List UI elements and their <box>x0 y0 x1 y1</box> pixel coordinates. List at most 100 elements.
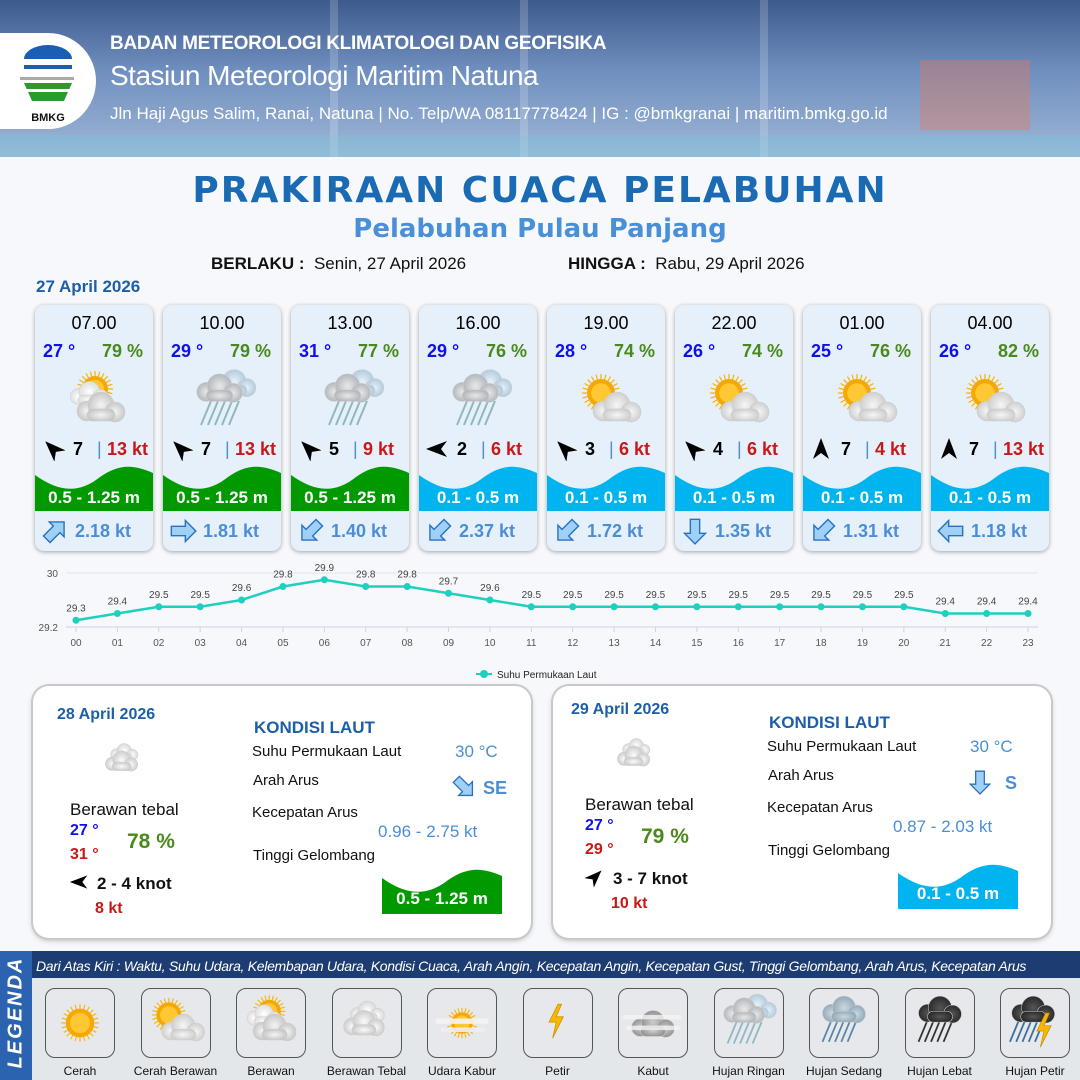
current-direction-icon <box>937 517 965 550</box>
udara-kabur-icon <box>427 988 497 1058</box>
data-label: 29.4 <box>977 597 997 608</box>
today-date: 27 April 2026 <box>36 277 141 296</box>
current-direction-icon <box>425 517 453 550</box>
data-point <box>900 603 908 611</box>
wind-info: 7 | 13 kt <box>937 437 1047 461</box>
bmkg-logo: BMKG <box>0 33 96 129</box>
x-tick-label: 07 <box>360 638 372 649</box>
forecast-card-13.00: 13.00 31 ° 77 % 5 | 9 kt 0.5 - 1.25 m 1.40… <box>291 305 409 551</box>
valid-from: BERLAKU : Senin, 27 April 2026 <box>211 254 467 273</box>
x-tick-label: 19 <box>857 638 869 649</box>
wave-height: 0.5 - 1.25 m <box>396 889 488 908</box>
gust-speed: 6 kt <box>491 439 523 459</box>
header-banner <box>0 0 1080 157</box>
data-point <box>238 596 246 604</box>
legend-label: Suhu Permukaan Laut <box>497 670 597 681</box>
x-tick-label: 05 <box>277 638 289 649</box>
data-label: 29.6 <box>232 583 252 594</box>
data-label: 29.5 <box>646 590 666 601</box>
wave-height-label: Tinggi Gelombang <box>768 842 891 859</box>
data-label: 29.7 <box>439 576 459 587</box>
wind-info: 3 | 6 kt <box>553 437 663 462</box>
station-name: Stasiun Meteorologi Maritim Natuna <box>110 60 539 91</box>
legend-item-label: Cerah Berawan <box>133 1064 218 1078</box>
wind-speed: 7 <box>841 439 852 459</box>
data-point <box>776 603 784 611</box>
wind-direction-icon <box>809 437 833 466</box>
current-direction-icon <box>297 517 325 550</box>
hujan-petir-icon <box>1000 988 1070 1058</box>
berawan-tebal-icon <box>89 736 159 786</box>
time: 01.00 <box>839 313 885 333</box>
hujan-sedang-icon <box>809 988 879 1058</box>
kondisi-laut-heading: KONDISI LAUT <box>254 718 375 737</box>
current-direction-icon <box>681 517 709 550</box>
humidity: 79 % <box>641 825 689 848</box>
weather-condition: Berawan tebal <box>70 800 179 819</box>
current-speed-label: Kecepatan Arus <box>767 799 873 816</box>
gust-speed: 4 kt <box>875 439 907 459</box>
current-direction-icon <box>967 769 993 800</box>
x-tick-label: 18 <box>815 638 827 649</box>
kabut-icon <box>618 988 688 1058</box>
time: 22.00 <box>711 313 757 333</box>
data-label: 29.4 <box>935 597 955 608</box>
current-info: 1.81 kt <box>169 517 279 545</box>
wind-direction-icon <box>553 437 578 466</box>
legend-item-label: Cerah <box>63 1064 97 1078</box>
wave-icon <box>931 463 1049 511</box>
wind-speed: 7 <box>969 439 980 459</box>
x-tick-label: 16 <box>733 638 745 649</box>
wind-direction-icon <box>169 437 194 466</box>
current-speed: 2.18 kt <box>75 521 132 541</box>
data-label: 29.4 <box>1018 597 1038 608</box>
berawan-icon <box>59 367 135 437</box>
y-tick-label: 29.2 <box>39 623 59 634</box>
gust-speed: 13 kt <box>107 439 149 459</box>
air-temperature: 31 ° <box>299 341 332 361</box>
data-label: 29.5 <box>729 590 749 601</box>
cerah-berawan-icon <box>955 367 1031 437</box>
wave-icon <box>898 861 1018 909</box>
valid-to: HINGGA : Rabu, 29 April 2026 <box>568 254 805 273</box>
data-point <box>734 603 742 611</box>
wind-info: 7 | 13 kt <box>41 437 151 462</box>
data-point <box>486 596 494 604</box>
x-tick-label: 15 <box>691 638 703 649</box>
legend-item-label: Berawan <box>247 1064 295 1078</box>
data-point <box>320 576 328 584</box>
data-label: 29.5 <box>770 590 790 601</box>
wind-speed: 7 <box>201 439 212 459</box>
current-direction-label: Arah Arus <box>253 772 319 789</box>
data-point <box>279 583 287 590</box>
legend-description: Dari Atas Kiri : Waktu, Suhu Udara, Kele… <box>36 958 1027 974</box>
data-label: 29.5 <box>894 590 914 601</box>
wave-height: 0.1 - 0.5 m <box>916 884 1000 903</box>
wave-height: 0.5 - 1.25 m <box>304 488 396 507</box>
current-direction-value: S <box>1005 773 1018 793</box>
humidity: 78 % <box>127 830 175 853</box>
weather-condition: Berawan tebal <box>585 795 694 814</box>
data-point <box>858 603 866 611</box>
legend-item-label: Hujan Petir <box>1005 1064 1065 1078</box>
current-info: 1.35 kt <box>681 517 791 545</box>
data-point <box>196 603 204 611</box>
data-point <box>113 610 121 617</box>
legend-item-label: Kabut <box>637 1064 669 1078</box>
current-speed-range: 0.87 - 2.03 kt <box>893 817 993 836</box>
current-speed: 1.81 kt <box>203 521 260 541</box>
hujan-ringan-icon <box>315 367 391 437</box>
wind-info: 7 | 4 kt <box>809 437 919 461</box>
wave-height: 0.1 - 0.5 m <box>948 488 1032 507</box>
wave-height: 0.1 - 0.5 m <box>564 488 648 507</box>
x-tick-label: 23 <box>1022 638 1034 649</box>
sst-value: 30 °C <box>455 742 498 761</box>
contact-info: Jln Haji Agus Salim, Ranai, Natuna | No.… <box>110 104 888 123</box>
sst-value: 30 °C <box>970 737 1013 756</box>
cerah-berawan-icon <box>140 988 211 1058</box>
wind-info: 5 | 9 kt <box>297 437 407 462</box>
wave-height: 0.1 - 0.5 m <box>820 488 904 507</box>
legend-item-label: Udara Kabur <box>427 1064 497 1078</box>
current-speed: 1.18 kt <box>971 521 1028 541</box>
wind-direction-icon <box>425 437 449 466</box>
